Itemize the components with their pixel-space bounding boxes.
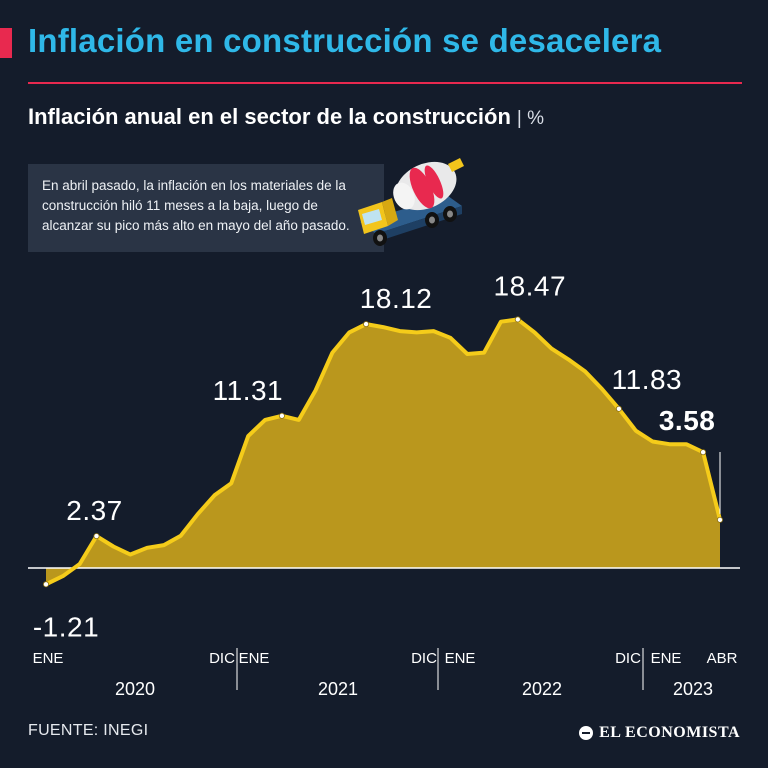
series-line [44,317,722,587]
subtitle-unit: | % [516,108,545,129]
data-label: -1.21 [33,611,99,642]
data-point-marker [278,412,285,419]
x-tick-label: ENE [651,650,682,667]
x-tick-label: ABR [707,650,738,667]
brand-logo: EL ECONOMISTA [579,724,740,742]
data-label: 18.12 [360,283,433,314]
x-tick-label: DIC [411,650,437,667]
data-point-marker [717,516,724,523]
title-divider [28,82,742,84]
data-label: 3.58 [659,405,716,436]
x-tick-label: DIC [615,650,641,667]
x-tick-label: ENE [33,650,64,667]
data-point-marker [700,449,707,456]
data-label: 11.31 [213,375,284,406]
data-point-marker [43,581,50,588]
x-tick-label: ENE [445,650,476,667]
series-area [46,319,720,585]
year-label: 2023 [673,679,713,699]
data-label: 2.37 [66,495,123,526]
cement-mixer-icon [358,158,464,246]
chart-subtitle: Inflación anual en el sector de la const… [28,104,544,130]
note-text: En abril pasado, la inflación en los mat… [42,178,350,233]
source-label: FUENTE: INEGI [28,722,149,739]
page-title: Inflación en construcción se desacelera [28,22,662,59]
subtitle-text: Inflación anual en el sector de la const… [28,104,511,129]
unit-label: % [527,108,545,129]
x-tick-label: DIC [209,650,235,667]
data-point-marker [93,533,100,540]
data-label: 11.83 [612,364,683,395]
brand-mark-icon [579,726,594,740]
data-point-marker [363,321,370,328]
x-tick-label: ENE [239,650,270,667]
title-accent-bar [0,28,12,58]
data-point-marker [615,405,622,412]
data-label: 18.47 [494,270,567,301]
year-label: 2020 [115,679,155,699]
brand-name: EL ECONOMISTA [599,724,740,741]
year-label: 2022 [522,679,562,699]
data-point-marker [514,316,521,323]
annotation-note: En abril pasado, la inflación en los mat… [28,164,384,252]
year-label: 2021 [318,679,358,699]
